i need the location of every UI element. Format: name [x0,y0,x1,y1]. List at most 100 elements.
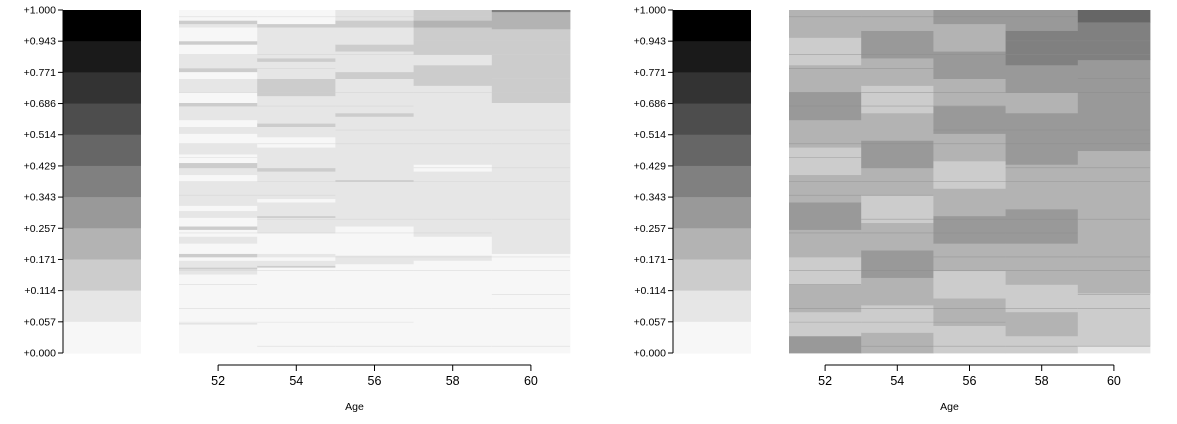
heatmap-band [257,171,336,200]
heatmap-band [933,188,1006,217]
heatmap-band [1005,284,1079,313]
heatmap-band [335,226,414,256]
heatmap-band [491,11,571,30]
heatmap-band [257,256,336,261]
x-tick-label: 56 [963,374,977,388]
heatmap-band [861,304,934,333]
heatmap-band [179,236,258,244]
heatmap-band [933,106,1006,134]
scale-swatch [63,197,141,229]
scale-swatch [63,321,141,354]
scale-swatch [673,41,751,73]
heatmap-column-56 [335,10,414,354]
heatmap-band [179,143,258,155]
heatmap-column-54 [861,10,934,354]
scale-tick-label: +0.343 [24,192,57,204]
heatmap-band [413,20,493,28]
scale-swatch [63,72,141,105]
heatmap-band [789,174,862,203]
heatmap-band [257,27,336,59]
x-tick-label: 60 [524,374,538,388]
heatmap-band [257,58,336,62]
scale-tick-label: +0.057 [634,316,667,328]
heatmap-band [257,136,336,148]
heatmap-band [179,133,258,145]
scale-tick-label: +0.943 [24,36,57,48]
heatmap-band [179,268,258,275]
heatmap-band [179,260,258,268]
heatmap-band [179,243,258,254]
heatmap-column-60 [1077,10,1151,354]
heatmap-band [933,133,1006,162]
heatmap-band [861,195,934,224]
heatmap-band [179,162,258,169]
heatmap-band [335,181,414,227]
heatmap-band [179,274,258,324]
panel-2: +1.000 +0.943 +0.771 +0.686 +0.514 +0.429 +0.3… [634,5,1151,413]
scale-tick-label: +0.000 [24,348,57,360]
heatmap-band [413,85,493,165]
heatmap-band [335,116,414,181]
heatmap-column-52 [789,10,862,354]
heatmap-band [789,147,862,176]
heatmap-band [933,51,1006,79]
heatmap-band [179,126,258,134]
heatmap-band [179,119,258,128]
heatmap-band [257,202,336,217]
x-tick-label: 56 [368,374,382,388]
heatmap-band [1005,10,1079,31]
heatmap-band [179,71,258,79]
scale-tick-label: +0.057 [24,316,57,328]
scale-swatch [63,290,141,323]
scale-swatch [63,228,141,261]
heatmap-band [1077,292,1151,347]
heatmap-band [413,171,493,237]
heatmap-band [491,28,571,104]
scale-swatch [673,10,751,42]
heatmap-band [257,61,336,79]
heatmap-column-54 [257,10,336,354]
heatmap-band [179,10,258,21]
heatmap-band [257,265,336,268]
heatmap-band [861,58,934,86]
heatmap-band [179,253,258,258]
heatmap-band [257,260,336,266]
heatmap-band [257,123,336,128]
heatmap-band [861,250,934,278]
scale-swatch [673,290,751,323]
heatmap-band [413,260,493,354]
heatmap-band [413,10,493,21]
scale-tick-label: +0.343 [634,192,667,204]
heatmap-band [933,270,1006,299]
heatmap-band [179,210,258,218]
scale-tick-label: +1.000 [634,5,667,17]
scale-tick-label: +0.257 [24,223,57,235]
heatmap-band [335,20,414,28]
heatmap-band [179,167,258,176]
heatmap-band [413,255,493,261]
heatmap-band [179,20,258,25]
heatmap-band [257,147,336,169]
heatmap-band [179,44,258,55]
panel-1: +1.000 +0.943 +0.771 +0.686 +0.514 +0.429 +0.3… [24,5,571,413]
heatmap-band [1005,311,1079,337]
heatmap-band [491,253,571,354]
heatmap-band [789,311,862,337]
heatmap-band [789,335,862,354]
heatmap-band [861,10,934,31]
heatmap-band [179,205,258,212]
heatmap-band [257,78,336,97]
heatmap-band [335,112,414,117]
heatmap-band [257,253,336,258]
heatmap-band [1077,10,1151,23]
heatmap-band [933,298,1006,326]
scale-swatch [63,259,141,292]
heatmap-band [257,215,336,218]
scale-tick-label: +0.114 [24,285,56,297]
heatmap-band [1005,243,1079,285]
heatmap-band [179,27,258,42]
x-tick-label: 60 [1107,374,1121,388]
heatmap-band [335,51,414,73]
heatmap-column-58 [1005,10,1079,354]
